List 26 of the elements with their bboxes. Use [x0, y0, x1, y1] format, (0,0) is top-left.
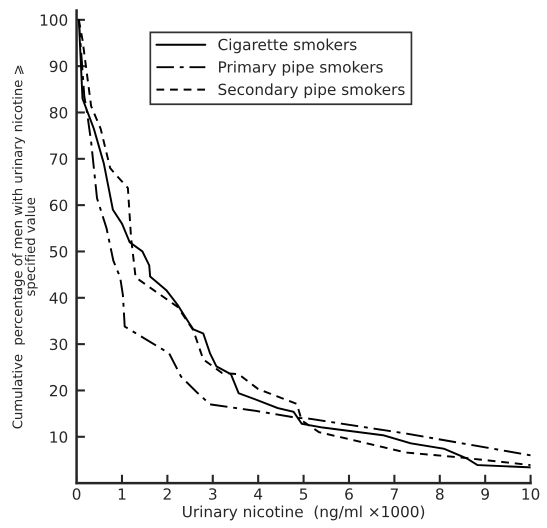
- y-tick-label: 60: [50, 200, 68, 212]
- x-tick-label: 4: [254, 488, 262, 500]
- x-axis-title: Urinary nicotine (ng/ml ×1000): [183, 506, 424, 520]
- y-tick-label: 70: [50, 153, 68, 165]
- y-tick-label: 40: [50, 292, 68, 304]
- legend-label: Secondary pipe smokers: [218, 83, 405, 98]
- y-tick-label: 30: [50, 338, 68, 350]
- x-tick-label: 0: [72, 488, 80, 500]
- legend-label: Primary pipe smokers: [219, 60, 383, 76]
- x-tick-label: 6: [345, 488, 353, 500]
- y-axis-title: Cumulative percentage of men with urinary nicotine ⩾ specified value: [12, 66, 38, 429]
- x-tick-label: 8: [436, 488, 444, 500]
- y-tick-label: 20: [50, 384, 68, 396]
- x-tick-label: 9: [481, 488, 489, 500]
- x-tick-label: 10: [522, 488, 540, 500]
- x-tick-label: 2: [164, 488, 171, 500]
- x-tick-label: 3: [209, 488, 216, 500]
- x-tick-label: 7: [390, 488, 398, 500]
- y-tick-label: 80: [50, 106, 68, 119]
- y-tick-label: 10: [50, 431, 68, 443]
- x-tick-label: 5: [300, 488, 308, 500]
- y-tick-label: 50: [50, 246, 68, 258]
- x-tick-label: 1: [118, 488, 126, 500]
- y-tick-label: 100: [40, 14, 68, 26]
- y-tick-label: 90: [50, 60, 68, 72]
- legend-label: Cigarette smokers: [218, 38, 356, 54]
